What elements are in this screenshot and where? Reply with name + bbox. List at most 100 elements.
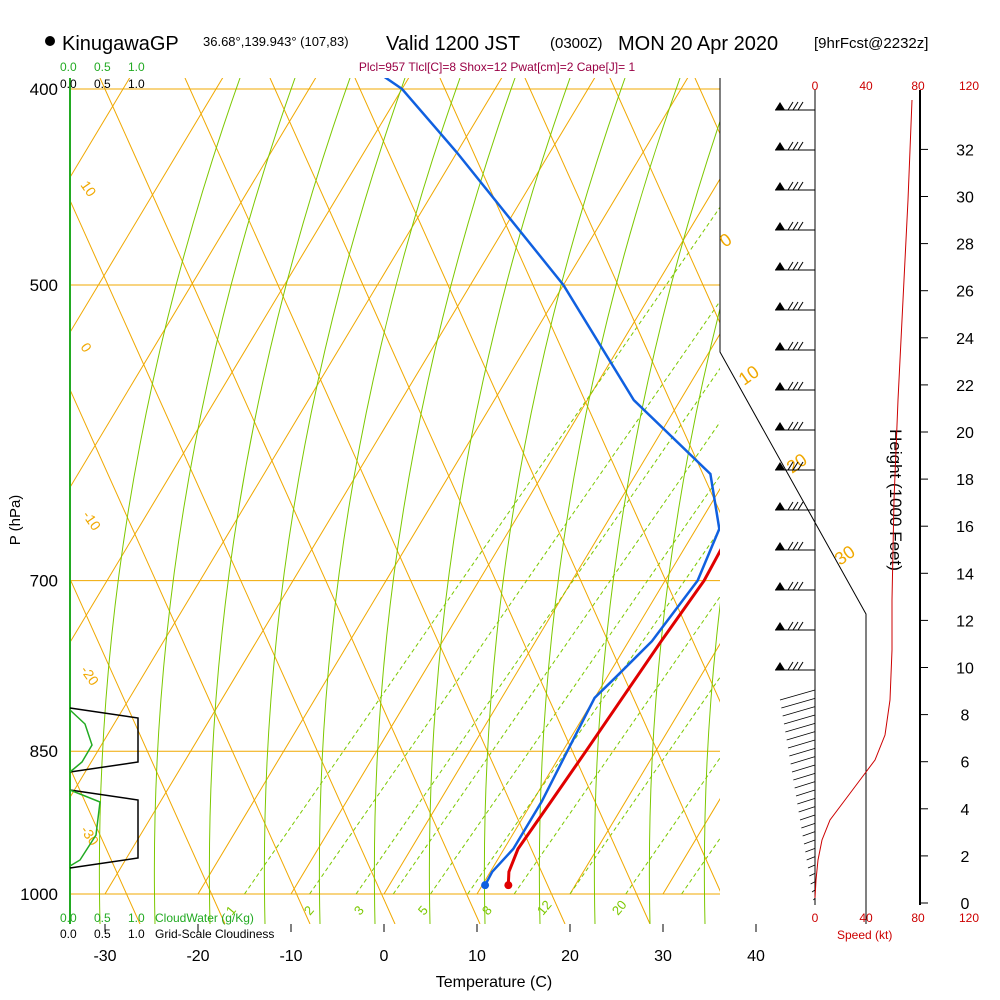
cloudwater-tick-top-2: 1.0 — [128, 60, 145, 74]
p-tick-label: 850 — [30, 742, 58, 761]
height-tick-label: 28 — [956, 237, 974, 254]
wind-barb-feather — [792, 341, 799, 351]
speed-tick-bottom: 40 — [859, 911, 873, 925]
moist-adiabat-lines — [98, 78, 955, 924]
wind-barb-feather — [792, 621, 799, 631]
wind-barb-flag — [775, 422, 785, 430]
wind-barb-flag — [775, 542, 785, 550]
speed-ticks: 0 40 80 1200 40 80 120 — [812, 79, 980, 925]
mixing-ratio-line — [513, 595, 720, 895]
wind-barb-flag — [775, 102, 785, 110]
height-tick-label: 26 — [956, 284, 974, 301]
speed-tick-bottom: 80 — [911, 911, 925, 925]
wind-barb — [794, 781, 816, 789]
wind-barb-feather — [797, 501, 804, 511]
cloudwater-upper-line — [69, 709, 93, 773]
station-coords: 36.68°,139.943° (107,83) — [203, 34, 349, 49]
x-tick-label: 40 — [747, 948, 765, 965]
x-tick-label: 10 — [468, 948, 486, 965]
wind-barb — [802, 831, 816, 837]
mixing-ratio-line — [467, 528, 720, 895]
wind-barbs — [775, 101, 816, 901]
wind-barb-flag — [775, 622, 785, 630]
cloudiness-panel — [69, 707, 139, 869]
moist-adiabat — [814, 78, 955, 924]
wind-barb — [782, 706, 816, 717]
dry-adiabat-label: 10 — [78, 178, 100, 200]
wind-barb-feather — [787, 421, 794, 431]
wind-barb-feather — [787, 381, 794, 391]
height-tick-label: 16 — [956, 519, 974, 536]
wind-barb — [791, 764, 816, 773]
height-tick-label: 14 — [956, 566, 974, 583]
wind-barb — [799, 814, 816, 821]
wind-barb — [806, 856, 816, 861]
wind-barb-flag — [775, 342, 785, 350]
wind-barb-feather — [787, 541, 794, 551]
x-tick-label: 20 — [561, 948, 579, 965]
mixing-ratio-line — [430, 475, 720, 895]
moist-adiabat — [263, 78, 406, 924]
wind-barb-feather — [797, 181, 804, 191]
p-tick-label: 700 — [30, 572, 58, 591]
temperature-profile — [506, 548, 720, 886]
wind-barb — [793, 772, 816, 781]
wind-barb-feather — [792, 101, 799, 111]
isotherm--10 — [290, 178, 720, 895]
wind-barb-feather — [797, 461, 804, 471]
wind-barb-feather — [797, 141, 804, 151]
wind-barb — [797, 797, 816, 805]
dry-adiabat — [439, 78, 720, 703]
wind-barb-feather — [797, 581, 804, 591]
wind-barb-feather — [792, 501, 799, 511]
isotherm-lines — [0, 0, 1000, 895]
isotherm-20 — [569, 643, 720, 895]
p-tick-label: 500 — [30, 276, 58, 295]
dry-adiabat — [70, 199, 396, 924]
wind-barb — [803, 839, 816, 845]
wind-barb-feather — [787, 221, 794, 231]
mixing-ratio-line — [355, 367, 720, 895]
cloudwater-tick-bottom-0: 0.0 — [60, 911, 77, 925]
grid-labels: -30-20-100102030402503004005007008501000… — [20, 80, 859, 965]
mixing-ratio-line — [681, 837, 720, 895]
wind-barb-feather — [797, 101, 804, 111]
wind-barb-feather — [787, 101, 794, 111]
wind-barb-feather — [797, 621, 804, 631]
wind-barb-feather — [787, 341, 794, 351]
speed-tick-bottom: 0 — [812, 911, 819, 925]
wind-barb-flag — [775, 502, 785, 510]
height-axis-title: Height (1000 Feet) — [886, 429, 905, 571]
wind-barb-feather — [787, 461, 794, 471]
moist-adiabat — [538, 78, 681, 924]
isotherm--70 — [70, 78, 224, 334]
dry-adiabat — [609, 78, 720, 325]
surface-dew-marker — [481, 881, 490, 890]
mixing-ratio-line — [737, 89, 1000, 894]
mixing-ratio-label: 12 — [534, 897, 555, 918]
x-tick-label: -30 — [93, 948, 116, 965]
isotherm-10 — [476, 488, 720, 895]
wind-barb-feather — [797, 541, 804, 551]
wind-barb-flag — [775, 582, 785, 590]
isotherm-50 — [849, 0, 1000, 894]
cloudiness-tick-top-0: 0.0 — [60, 77, 77, 91]
isotherm--60 — [70, 78, 317, 489]
dry-adiabat — [184, 78, 566, 924]
height-tick-label: 4 — [961, 802, 970, 819]
profile-lines — [383, 78, 720, 890]
wind-speed-line — [814, 99, 913, 899]
isotherm--110 — [0, 0, 159, 894]
x-tick-label: 0 — [380, 948, 389, 965]
wind-barb — [779, 689, 816, 701]
wind-barb-feather — [792, 661, 799, 671]
cloudiness-tick-bottom-2: 1.0 — [128, 927, 145, 941]
wind-barb-feather — [797, 381, 804, 391]
wind-barb-feather — [787, 141, 794, 151]
wind-barb — [810, 881, 816, 885]
height-tick-label: 8 — [961, 708, 970, 725]
height-tick-label: 0 — [961, 896, 970, 913]
wind-barb-feather — [797, 421, 804, 431]
